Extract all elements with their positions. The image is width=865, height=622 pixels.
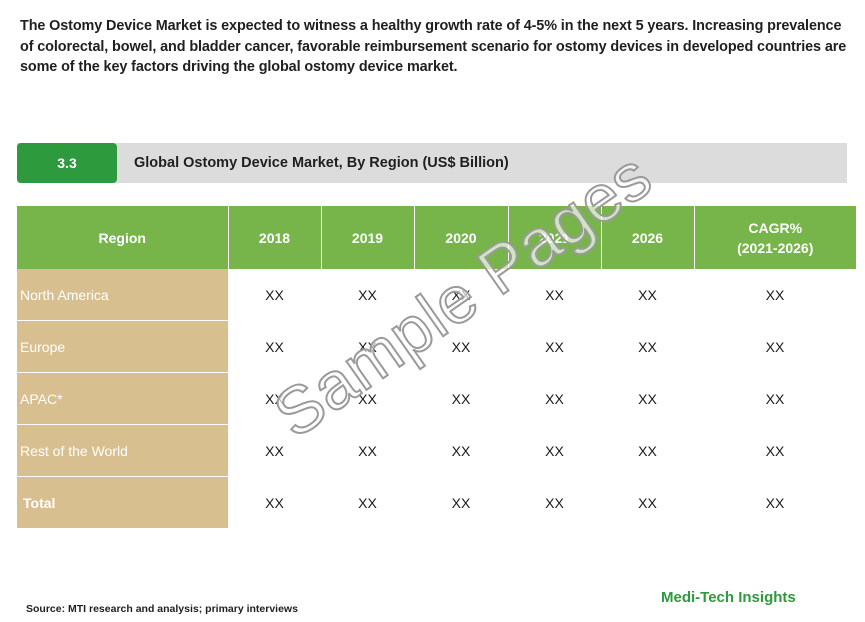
- cell-2021: XX: [545, 390, 564, 407]
- header-2026: 2026: [601, 206, 695, 269]
- cell-2020: XX: [451, 286, 471, 303]
- header-cagr: CAGR% (2021-2026): [694, 206, 856, 269]
- cell-2018: XX: [265, 442, 284, 459]
- row-region-label: Rest of the World: [17, 424, 228, 477]
- cell-2020: XX: [451, 390, 471, 407]
- row-region-label: North America: [17, 269, 228, 321]
- cell-2021: XX: [545, 338, 564, 355]
- cell-2020: XX: [451, 338, 471, 355]
- cell-2021: XX: [545, 442, 564, 459]
- table-row-total: Total XX XX XX XX XX XX: [17, 476, 856, 529]
- row-region-label: Europe: [17, 320, 228, 373]
- section-title-bar: [17, 143, 847, 183]
- cell-2026: XX: [638, 494, 657, 511]
- section-title: Global Ostomy Device Market, By Region (…: [134, 155, 509, 171]
- table-row: North America XX XX XX XX XX XX: [17, 269, 856, 321]
- header-2019: 2019: [321, 206, 415, 269]
- cell-2026: XX: [638, 338, 657, 355]
- cell-2019: XX: [358, 390, 377, 407]
- cell-2021: XX: [545, 286, 564, 303]
- header-2020: 2020: [414, 206, 509, 269]
- source-note: Source: MTI research and analysis; prima…: [26, 603, 298, 615]
- cell-cagr: XX: [765, 338, 785, 355]
- cell-2018: XX: [265, 338, 284, 355]
- cell-2020: XX: [451, 494, 471, 511]
- cell-2018: XX: [265, 494, 284, 511]
- cell-2026: XX: [638, 442, 657, 459]
- cell-cagr: XX: [765, 494, 785, 511]
- cell-2019: XX: [358, 494, 377, 511]
- intro-paragraph: The Ostomy Device Market is expected to …: [20, 18, 847, 75]
- table-row: Europe XX XX XX XX XX XX: [17, 320, 856, 373]
- cell-2021: XX: [545, 494, 564, 511]
- header-2018: 2018: [228, 206, 322, 269]
- table-row: Rest of the World XX XX XX XX XX XX: [17, 424, 856, 477]
- header-2021: 2021: [508, 206, 602, 269]
- table-row: APAC* XX XX XX XX XX XX: [17, 372, 856, 425]
- header-cagr-line2: (2021-2026): [737, 239, 814, 256]
- cell-2019: XX: [358, 338, 377, 355]
- cell-2020: XX: [451, 442, 471, 459]
- table-header-row: Region 2018 2019 2020 2021 2026 CAGR% (2…: [17, 206, 856, 269]
- header-region: Region: [17, 206, 229, 269]
- cell-2018: XX: [265, 390, 284, 407]
- cell-2018: XX: [265, 286, 284, 303]
- cell-2019: XX: [358, 442, 377, 459]
- header-cagr-line1: CAGR%: [748, 219, 803, 236]
- row-region-label: APAC*: [17, 372, 228, 425]
- brand-logo-text: Medi-Tech Insights: [661, 589, 796, 606]
- cell-cagr: XX: [765, 442, 785, 459]
- cell-2026: XX: [638, 390, 657, 407]
- cell-cagr: XX: [765, 286, 785, 303]
- row-region-label: Total: [17, 476, 228, 529]
- region-market-table: Region 2018 2019 2020 2021 2026 CAGR% (2…: [17, 206, 856, 529]
- cell-cagr: XX: [765, 390, 785, 407]
- cell-2026: XX: [638, 286, 657, 303]
- section-number-badge: 3.3: [17, 143, 117, 183]
- cell-2019: XX: [358, 286, 377, 303]
